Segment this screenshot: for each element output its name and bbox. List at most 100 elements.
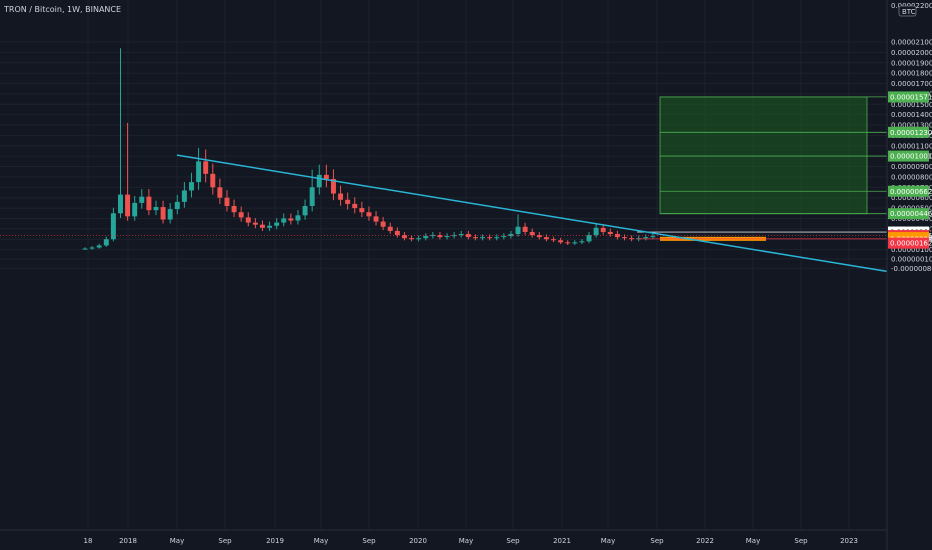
currency-button[interactable] — [898, 5, 917, 17]
price-badge-current — [888, 237, 929, 249]
x-tick-label: 2021 — [553, 537, 571, 545]
candle-body — [536, 235, 542, 238]
y-tick-label: 0.00001500 — [891, 101, 932, 109]
y-tick-label: 0.00001700 — [891, 80, 932, 88]
x-tick-label: Sep — [794, 537, 808, 545]
candle-body — [508, 234, 514, 237]
candle-body — [522, 226, 528, 232]
candle-body — [352, 203, 358, 209]
candle-body — [387, 226, 393, 231]
price-badge-target — [888, 150, 929, 162]
candle-body — [174, 201, 180, 210]
candle-body — [373, 216, 379, 222]
price-badge-label: 0.00000662 — [890, 188, 932, 196]
x-tick-label: Sep — [650, 537, 664, 545]
y-tick-label: 0.00000600 — [891, 194, 932, 202]
candle-body — [451, 235, 457, 237]
y-tick-label: 0.00002000 — [891, 49, 932, 57]
candle-body — [288, 218, 294, 221]
candle-body — [302, 206, 308, 216]
candle-body — [167, 209, 173, 220]
candle-body — [501, 236, 507, 238]
candle-body — [572, 242, 578, 244]
candle-body — [203, 161, 209, 174]
candle-body — [494, 237, 500, 239]
price-badges: 0.00001571 0.00001230 0.00001001 0.00000662… — [888, 91, 932, 249]
x-tick-label: May — [170, 537, 184, 545]
candle-body — [110, 213, 116, 240]
candle-body — [96, 245, 102, 248]
candle-body — [401, 235, 407, 239]
candle-body — [217, 187, 223, 198]
candle-body — [153, 207, 159, 211]
candle-body — [295, 215, 301, 221]
candle-body — [643, 237, 649, 239]
candles — [82, 48, 656, 250]
candle-body — [565, 242, 571, 244]
target-zone — [659, 96, 887, 215]
candle-body — [125, 194, 131, 217]
candle-body — [650, 236, 656, 238]
x-tick-label: 18 — [84, 537, 93, 545]
candle-body — [210, 173, 216, 188]
y-tick-label: 0.00000010 — [891, 255, 932, 263]
candle-body — [579, 241, 585, 243]
x-tick-label: May — [459, 537, 473, 545]
target-zone-box[interactable] — [659, 96, 868, 215]
x-tick-label: 2020 — [409, 537, 427, 545]
x-tick-label: Sep — [506, 537, 520, 545]
candle-body — [267, 225, 273, 228]
price-badge-label: 0.00001571 — [890, 93, 932, 101]
candle-body — [181, 190, 187, 202]
trendline[interactable] — [176, 154, 888, 273]
y-tick-label: 0.00001900 — [891, 59, 932, 67]
candle-body — [89, 247, 95, 249]
price-badge-label: 0.00000162 — [890, 240, 932, 248]
symbol-title: TRON / Bitcoin, 1W, BINANCE — [3, 5, 121, 14]
candle-body — [259, 224, 265, 228]
candle-body — [274, 222, 280, 226]
candle-body — [444, 236, 450, 238]
y-tick-label: 0.00001100 — [891, 142, 932, 150]
candle-body — [394, 230, 400, 236]
candle-body — [118, 194, 123, 214]
candle-body — [480, 237, 486, 239]
candle-body — [82, 248, 88, 250]
candle-body — [614, 234, 620, 238]
y-tick-label: 0.00000800 — [891, 173, 932, 181]
time-axis[interactable]: 18 2018 May Sep 2019 May Sep 2020 May Sep 2021 May S… — [84, 537, 858, 545]
candle-body — [629, 238, 635, 240]
x-tick-label: May — [314, 537, 328, 545]
horizontal-lines — [0, 231, 887, 241]
candle-body — [323, 174, 329, 180]
candle-body — [558, 240, 564, 243]
candle-body — [238, 212, 244, 218]
candle-body — [515, 226, 521, 235]
candle-body — [146, 196, 152, 211]
candle-body — [316, 174, 322, 188]
candle-body — [338, 193, 344, 200]
candle-body — [245, 217, 251, 223]
candle-body — [458, 234, 464, 236]
candle-body — [196, 161, 202, 183]
price-badge-target — [888, 126, 929, 138]
x-tick-label: 2018 — [119, 537, 137, 545]
candle-body — [529, 231, 535, 236]
currency-label: BTC — [902, 8, 916, 16]
candle-body — [472, 237, 478, 239]
x-tick-label: 2022 — [696, 537, 714, 545]
candle-body — [231, 206, 237, 213]
x-tick-label: 2023 — [840, 537, 858, 545]
candle-body — [409, 238, 415, 240]
candle-body — [416, 238, 422, 240]
candle-body — [188, 182, 194, 191]
candle-body — [487, 237, 493, 239]
candle-body — [586, 235, 592, 242]
y-tick-label: 0.00001800 — [891, 70, 932, 78]
candle-body — [622, 237, 627, 239]
candle-body — [380, 221, 386, 227]
y-tick-label: 0.00002100 — [891, 39, 932, 47]
x-tick-label: May — [746, 537, 760, 545]
price-badge-label: 0.00000446 — [890, 210, 932, 218]
